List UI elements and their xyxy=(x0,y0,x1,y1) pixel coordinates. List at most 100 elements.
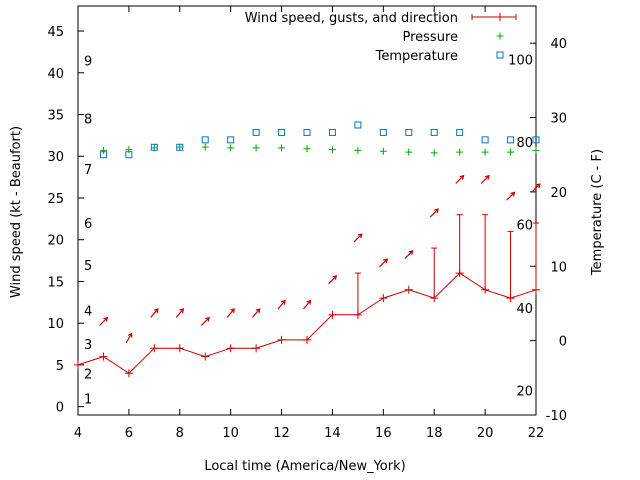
pressure-point xyxy=(456,148,464,156)
wind-speed-point xyxy=(277,335,286,344)
legend: Wind speed, gusts, and direction Pressure… xyxy=(245,11,517,64)
wind-speed-point xyxy=(506,294,515,303)
beaufort-label: 5 xyxy=(84,259,92,274)
pressure-point xyxy=(379,147,387,155)
y2-tick-label: 0 xyxy=(559,335,567,350)
legend-label-temperature: Temperature xyxy=(375,49,458,64)
wind-direction-arrow xyxy=(200,316,210,326)
y-tick-label: 25 xyxy=(47,192,64,207)
wind-direction-arrow xyxy=(175,308,185,318)
wind-speed-point xyxy=(481,285,490,294)
wind-speed-point xyxy=(175,344,184,353)
wind-direction-arrow xyxy=(379,258,389,268)
y-tick-label: 40 xyxy=(47,67,64,82)
pressure-point xyxy=(481,148,489,156)
temperature-point xyxy=(456,128,464,136)
temperature-point xyxy=(507,136,515,144)
temperature-point xyxy=(405,128,413,136)
y-tick-label: 20 xyxy=(47,234,64,249)
wind-direction-arrow xyxy=(252,308,261,318)
temperature-point xyxy=(328,128,336,136)
wind-speed-point xyxy=(124,369,133,378)
pressure-point xyxy=(227,144,235,152)
beaufort-label: 1 xyxy=(84,392,92,407)
wind-direction-arrow xyxy=(99,316,109,326)
plot-frame xyxy=(77,5,537,416)
fahrenheit-label: 20 xyxy=(516,384,533,399)
temperature-point xyxy=(354,121,362,129)
legend-swatch-temperature xyxy=(496,51,504,59)
wind-speed-point xyxy=(303,335,311,344)
y2-tick-label: 10 xyxy=(550,260,567,275)
legend-swatch-wind-marks xyxy=(471,13,517,21)
y2-tick-label: -10 xyxy=(546,409,567,424)
wind-speed-point xyxy=(328,310,337,319)
fahrenheit-label: 60 xyxy=(516,219,533,234)
temperature-point xyxy=(125,151,133,159)
wind-direction-arrow xyxy=(125,332,133,344)
x-tick-label: 12 xyxy=(273,426,290,441)
wind-speed-point xyxy=(74,360,82,369)
wind-direction-arrow xyxy=(328,275,338,285)
beaufort-label: 3 xyxy=(84,338,92,353)
legend-label-wind: Wind speed, gusts, and direction xyxy=(245,11,458,26)
axis-ticks: 4 6 8 10 12 14 16 18 20 22051015202530354045-1001… xyxy=(47,6,567,441)
y2-axis-label: Temperature (C - F) xyxy=(590,149,605,276)
pressure-point xyxy=(405,148,413,156)
x-tick-label: 4 xyxy=(74,426,82,441)
pressure-point xyxy=(507,148,515,156)
temperature-point xyxy=(481,136,489,144)
pressure-point xyxy=(99,146,107,154)
y-tick-label: 10 xyxy=(47,317,64,332)
wind-direction-arrow xyxy=(303,299,312,310)
beaufort-label: 7 xyxy=(84,163,92,178)
wind-speed-point xyxy=(99,352,108,361)
x-tick-label: 20 xyxy=(477,426,494,441)
wind-speed-point xyxy=(201,352,210,361)
plot-area xyxy=(77,5,537,416)
temperature-point xyxy=(303,128,311,136)
wind-direction-arrow xyxy=(226,308,235,318)
x-tick-label: 16 xyxy=(375,426,392,441)
x-tick-label: 10 xyxy=(222,426,239,441)
x-tick-label: 8 xyxy=(176,426,184,441)
pressure-point xyxy=(303,145,311,153)
wind-direction-arrow xyxy=(531,183,541,193)
y-tick-label: 0 xyxy=(56,401,64,416)
wind-speed-point xyxy=(455,269,464,278)
wind-direction-arrow xyxy=(506,191,516,201)
temperature-point xyxy=(430,128,438,136)
fahrenheit-label: 100 xyxy=(508,54,533,69)
y-axis-label: Wind speed (kt - Beaufort) xyxy=(9,126,24,298)
temperature-point xyxy=(227,136,235,144)
temperature-point xyxy=(150,143,158,151)
y2-tick-label: 40 xyxy=(550,37,567,52)
x-tick-label: 18 xyxy=(426,426,443,441)
temperature-point xyxy=(278,128,286,136)
pressure-point xyxy=(430,149,438,157)
y2-tick-label: 20 xyxy=(550,186,567,201)
wind-speed-point xyxy=(252,344,261,353)
temperature-point xyxy=(252,128,260,136)
wind-speed-point xyxy=(430,294,439,303)
wind-direction-arrow xyxy=(150,308,159,318)
legend-label-pressure: Pressure xyxy=(402,30,458,45)
pressure-point xyxy=(328,146,336,154)
pressure-point xyxy=(354,146,362,154)
pressure-point xyxy=(252,144,260,152)
temperature-point xyxy=(532,136,540,144)
wind-speed-line xyxy=(77,272,537,374)
wind-speed-point xyxy=(226,344,235,353)
y2-tick-label: 30 xyxy=(550,112,567,127)
y-tick-label: 45 xyxy=(47,25,64,40)
y-tick-label: 30 xyxy=(47,150,64,165)
wind-direction-arrow xyxy=(455,174,465,184)
legend-swatch-pressure xyxy=(496,32,504,40)
y-tick-label: 5 xyxy=(56,359,64,374)
beaufort-label: 2 xyxy=(84,367,92,382)
wind-speed-point xyxy=(532,285,540,294)
x-axis-label: Local time (America/New_York) xyxy=(204,459,405,474)
wind-speed-point xyxy=(150,344,159,353)
wind-direction-arrow xyxy=(404,250,414,260)
